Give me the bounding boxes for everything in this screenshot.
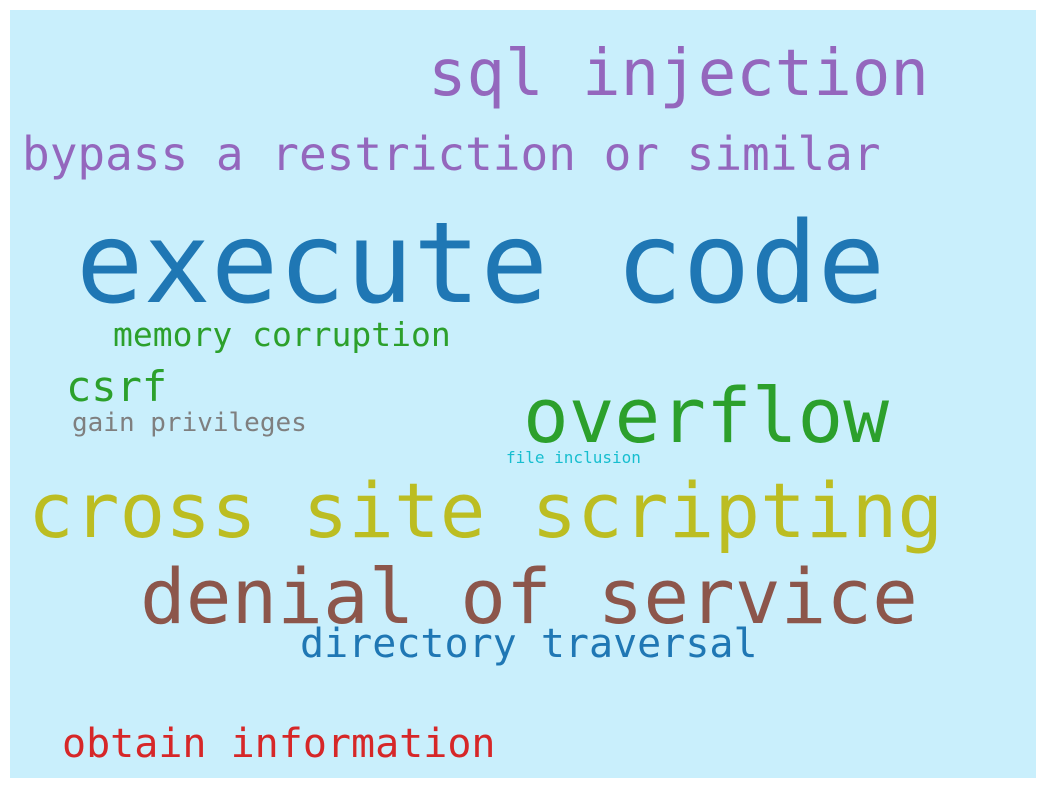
word-csrf: csrf [66, 362, 168, 411]
word-file-inclusion: file inclusion [506, 448, 641, 467]
word-overflow: overflow [523, 371, 890, 460]
word-memory-corruption: memory corruption [113, 315, 451, 354]
word-cloud: execute code cross site scripting denial… [10, 10, 1036, 778]
word-gain-privileges: gain privileges [72, 408, 307, 438]
word-directory-traversal: directory traversal [300, 621, 758, 667]
word-sql-injection: sql injection [428, 37, 929, 111]
word-denial-of-service: denial of service [140, 552, 918, 641]
word-obtain-information: obtain information [62, 721, 496, 767]
word-execute-code: execute code [76, 199, 886, 329]
word-cross-site-scripting: cross site scripting [28, 466, 944, 555]
word-bypass-restriction: bypass a restriction or similar [22, 127, 881, 181]
